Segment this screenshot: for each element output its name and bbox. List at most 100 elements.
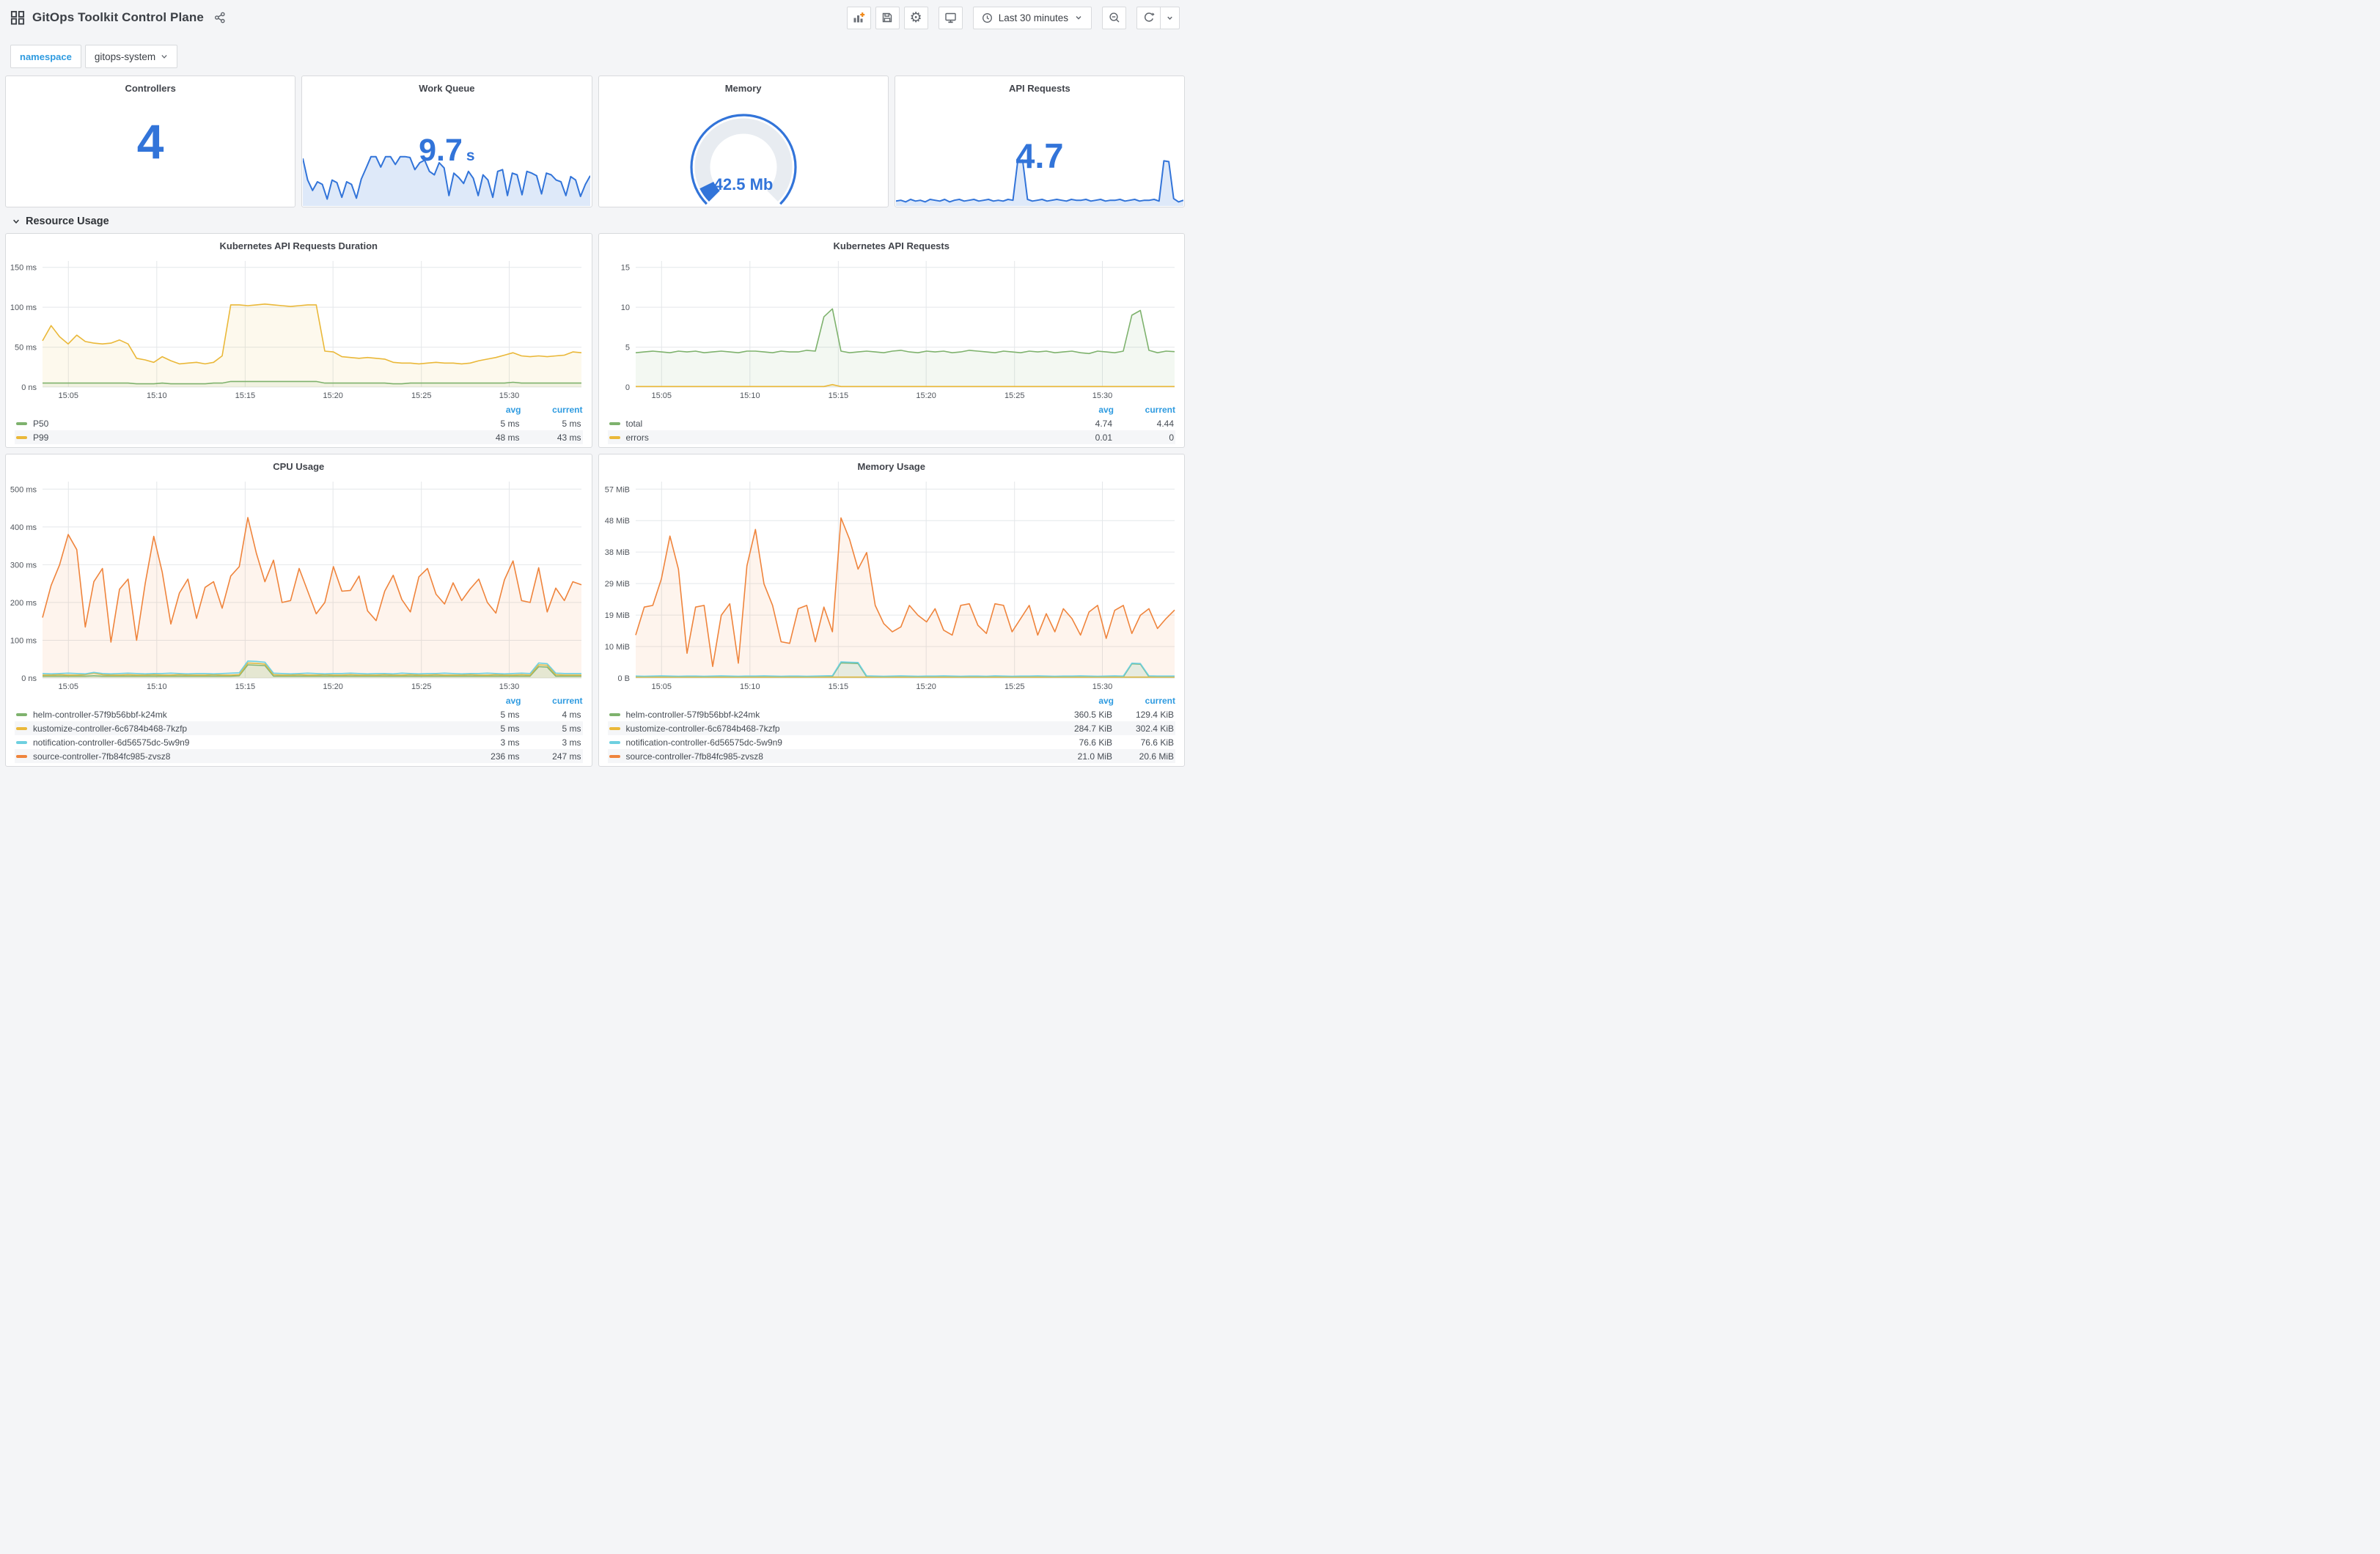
series-color-swatch[interactable] [16, 712, 27, 716]
charts-row-2: CPU Usage 0 ns 100 ms 200 ms 300 ms 400 ms 50… [5, 454, 1185, 767]
x-axis-tick-label: 15:10 [147, 682, 167, 691]
charts-row-1: Kubernetes API Requests Duration 0 ns 50 … [5, 233, 1185, 448]
series-line-kustomize-controller-6c6784b468-7kzfp [43, 662, 581, 676]
x-axis-tick-label: 15:20 [323, 391, 343, 400]
series-line-notification-controller-6d56575dc-5w9n9 [635, 661, 1175, 677]
panel-title[interactable]: CPU Usage [273, 460, 325, 472]
series-avg-value: 5 ms [500, 723, 520, 734]
legend-sort-current[interactable]: current [552, 405, 583, 415]
k8s-api-requests-duration-chart[interactable]: 0 ns 50 ms 100 ms 150 ms 15:05 15:10 15:15 15:2… [6, 255, 592, 402]
panel-controllers: Controllers 4 [5, 76, 296, 207]
series-color-swatch[interactable] [609, 754, 620, 758]
series-current-value: 302.4 KiB [1135, 723, 1174, 734]
series-avg-value: 4.74 [1095, 418, 1112, 429]
api-requests-sparkline[interactable] [895, 124, 1183, 206]
series-color-swatch[interactable] [16, 754, 27, 758]
legend-sort-current[interactable]: current [1145, 405, 1175, 415]
series-color-swatch[interactable] [609, 421, 620, 425]
series-name[interactable]: kustomize-controller-6c6784b468-7kzfp [33, 723, 188, 734]
panel-title[interactable]: API Requests [1008, 82, 1070, 94]
panel-title[interactable]: Memory [724, 82, 762, 94]
section-resource-usage[interactable]: Resource Usage [12, 214, 1190, 229]
legend-header: avg current [15, 694, 583, 707]
time-range-picker[interactable]: Last 30 minutes [972, 6, 1092, 29]
series-name[interactable]: kustomize-controller-6c6784b468-7kzfp [625, 723, 780, 734]
refresh-interval-dropdown[interactable] [1161, 6, 1180, 29]
work-queue-sparkline[interactable] [303, 119, 591, 206]
legend-sort-avg[interactable]: avg [1098, 696, 1114, 706]
variable-value-namespace[interactable]: gitops-system [84, 45, 178, 68]
series-color-swatch[interactable] [16, 435, 27, 439]
legend: avg current P50 5 ms 5 ms P99 48 ms 43 ms [6, 402, 592, 447]
panel-title[interactable]: Kubernetes API Requests [833, 240, 950, 251]
series-name[interactable]: helm-controller-57f9b56bbf-k24mk [33, 709, 167, 720]
panel-title[interactable]: Kubernetes API Requests Duration [219, 240, 378, 251]
series-line-source-controller-7fb84fc985-zvsz8 [42, 517, 582, 643]
series-color-swatch[interactable] [16, 421, 27, 425]
variable-label-namespace[interactable]: namespace [10, 45, 81, 68]
x-axis-tick-label: 15:15 [828, 682, 848, 691]
series-avg-value: 5 ms [500, 709, 520, 720]
y-axis-tick-label: 10 MiB [604, 643, 629, 652]
legend-row: helm-controller-57f9b56bbf-k24mk 5 ms 4 ms [15, 707, 583, 721]
cpu-usage-svg: 0 ns 100 ms 200 ms 300 ms 400 ms 500 ms 15:05 1… [10, 482, 582, 691]
chevron-down-icon [13, 219, 19, 224]
series-name[interactable]: source-controller-7fb84fc985-zvsz8 [33, 751, 171, 762]
x-axis-tick-label: 15:05 [651, 391, 672, 400]
panel-api-requests-stat: API Requests 4.7 [894, 76, 1185, 207]
series-name[interactable]: total [625, 418, 643, 429]
series-name[interactable]: notification-controller-6d56575dc-5w9n9 [33, 737, 190, 748]
y-axis-tick-label: 500 ms [10, 485, 37, 494]
k8s-api-requests-chart[interactable]: 0 5 10 15 15:05 15:10 15:15 15:20 15:25 15:30 [599, 255, 1185, 402]
memory-usage-chart[interactable]: 0 B 10 MiB 19 MiB 29 MiB 38 MiB 48 MiB 57 MiB 1… [599, 476, 1185, 693]
series-color-swatch[interactable] [609, 435, 620, 439]
legend-sort-avg[interactable]: avg [505, 696, 521, 706]
controllers-value: 4 [136, 114, 164, 169]
apps-grid-icon[interactable] [10, 10, 25, 25]
panel-title[interactable]: Memory Usage [857, 460, 925, 472]
zoom-out-button[interactable] [1102, 6, 1126, 29]
y-axis-tick-label: 38 MiB [604, 548, 629, 557]
series-current-value: 4 ms [562, 709, 581, 720]
legend-row: notification-controller-6d56575dc-5w9n9 7… [608, 735, 1176, 749]
y-axis-tick-label: 100 ms [10, 303, 37, 312]
y-axis-tick-label: 57 MiB [604, 485, 629, 494]
dashboard-settings-button[interactable]: ⚙ [903, 6, 928, 29]
series-color-swatch[interactable] [16, 740, 27, 744]
cpu-usage-chart[interactable]: 0 ns 100 ms 200 ms 300 ms 400 ms 500 ms 15:05 1… [6, 476, 592, 693]
share-dashboard-icon[interactable] [214, 12, 226, 23]
series-name[interactable]: P50 [33, 418, 49, 429]
legend-sort-avg[interactable]: avg [505, 405, 521, 415]
caret-down-icon [1167, 16, 1172, 20]
legend-sort-current[interactable]: current [552, 696, 583, 706]
legend-row: errors 0.01 0 [607, 430, 1175, 444]
series-line-total [635, 308, 1175, 355]
series-name[interactable]: source-controller-7fb84fc985-zvsz8 [625, 751, 763, 762]
legend-row: kustomize-controller-6c6784b468-7kzfp 5 m… [15, 721, 583, 735]
legend-sort-current[interactable]: current [1145, 696, 1175, 706]
series-line-P50 [43, 380, 581, 385]
legend: avg current total 4.74 4.44 errors 0.01 0 [599, 402, 1185, 447]
panel-title[interactable]: Work Queue [419, 82, 475, 94]
series-current-value: 5 ms [562, 418, 581, 429]
panel-title[interactable]: Controllers [125, 82, 176, 94]
save-dashboard-button[interactable] [875, 6, 900, 29]
y-axis-tick-label: 200 ms [10, 599, 37, 608]
cycle-view-mode-button[interactable] [938, 6, 963, 29]
y-axis-tick-label: 150 ms [10, 264, 37, 273]
x-axis-tick-label: 15:20 [323, 682, 343, 691]
add-panel-button[interactable] [846, 6, 871, 29]
series-name[interactable]: P99 [33, 432, 49, 443]
legend-sort-avg[interactable]: avg [1098, 405, 1114, 415]
series-name[interactable]: helm-controller-57f9b56bbf-k24mk [625, 709, 760, 720]
series-color-swatch[interactable] [609, 712, 620, 716]
memory-gauge: 42.5 Mb [599, 97, 888, 207]
x-axis-tick-label: 15:10 [740, 391, 760, 400]
series-color-swatch[interactable] [609, 740, 620, 744]
refresh-button[interactable] [1136, 6, 1161, 29]
series-color-swatch[interactable] [609, 726, 620, 730]
series-name[interactable]: notification-controller-6d56575dc-5w9n9 [625, 737, 782, 748]
series-name[interactable]: errors [625, 432, 649, 443]
gear-icon: ⚙ [909, 10, 922, 26]
series-color-swatch[interactable] [16, 726, 27, 730]
